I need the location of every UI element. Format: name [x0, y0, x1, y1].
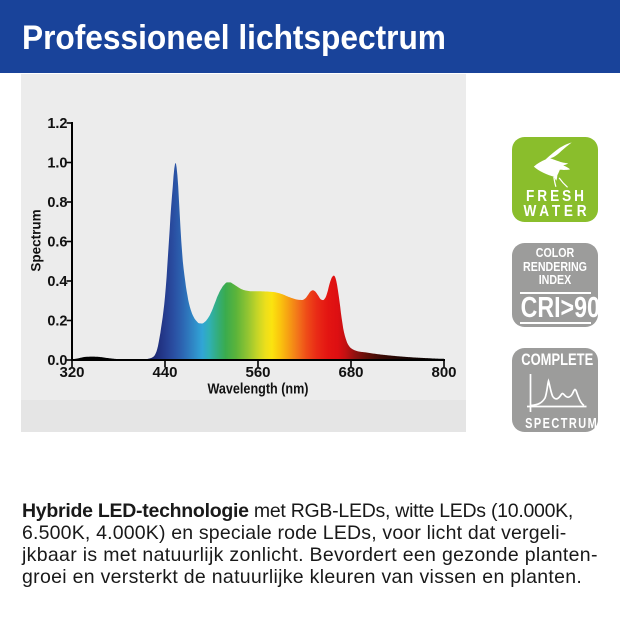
svg-text:440: 440 [152, 364, 177, 381]
svg-text:0.4: 0.4 [47, 274, 67, 290]
svg-text:320: 320 [59, 364, 84, 381]
svg-text:0.0: 0.0 [47, 353, 67, 369]
svg-text:Wavelength (nm): Wavelength (nm) [208, 381, 309, 398]
svg-text:0.2: 0.2 [47, 314, 67, 330]
svg-text:1.2: 1.2 [47, 116, 67, 132]
svg-text:0.8: 0.8 [47, 195, 67, 211]
svg-text:1.0: 1.0 [47, 156, 67, 172]
svg-text:680: 680 [338, 364, 363, 381]
svg-text:560: 560 [245, 364, 270, 381]
svg-text:0.6: 0.6 [47, 235, 67, 251]
svg-text:Spectrum: Spectrum [29, 209, 44, 271]
svg-text:800: 800 [431, 364, 456, 381]
